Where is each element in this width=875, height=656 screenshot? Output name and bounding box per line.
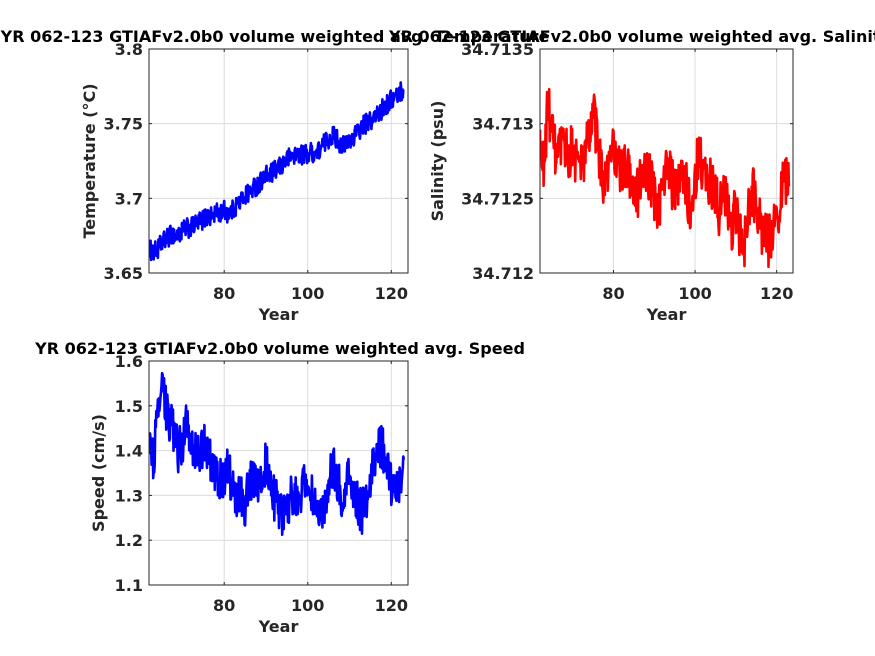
chart-panel-3: 80 100 120 1.1 1.2 1.3 1.4 1.5 1.6 Year Speed (cm/… (34, 339, 525, 636)
y-axis-label: Temperature (°C) (80, 83, 99, 238)
chart-title: YR 062-123 GTIAFv2.0b0 volume weighted a… (0, 27, 550, 46)
axes-box (148, 360, 409, 586)
series-line (149, 81, 405, 262)
y-tick-label: 1.2 (115, 531, 143, 550)
y-axis-label: Salinity (psu) (428, 101, 447, 222)
x-tick-label: 120 (760, 284, 793, 303)
y-tick-label: 34.7125 (461, 189, 534, 208)
y-tick-label: 1.1 (115, 576, 143, 595)
x-tick-label: 80 (213, 284, 235, 303)
chart-title: YR 062-123 GTIAFv2.0b0 volume weighted a… (34, 339, 525, 358)
chart-title: YR 062-123 GTIAFv2.0b0 volume weighted a… (388, 27, 875, 46)
y-tick-label: 3.65 (104, 264, 143, 283)
chart-panel-2: 80 100 120 34.712 34.7125 34.713 34.7135 Year Sa… (388, 27, 875, 324)
series-line (149, 371, 406, 536)
x-tick-label: 100 (291, 284, 324, 303)
x-tick-label: 80 (602, 284, 624, 303)
plot-area (149, 361, 408, 585)
y-tick-label: 1.6 (115, 352, 143, 371)
y-tick-label: 1.3 (115, 486, 143, 505)
y-tick-label: 3.8 (115, 40, 143, 59)
x-tick-label: 100 (291, 596, 324, 615)
chart-panel-1: 80 100 120 3.65 3.7 3.75 3.8 Year Temperature (°… (0, 27, 550, 324)
x-axis-label: Year (646, 305, 687, 324)
y-tick-label: 34.712 (472, 264, 534, 283)
y-tick-label: 3.75 (104, 115, 143, 134)
axes-box (148, 48, 409, 274)
axes-box (539, 48, 794, 274)
x-axis-label: Year (258, 617, 299, 636)
x-tick-label: 120 (375, 596, 408, 615)
y-axis-label: Speed (cm/s) (89, 414, 108, 532)
x-axis-label: Year (258, 305, 299, 324)
y-tick-label: 3.7 (115, 189, 143, 208)
x-tick-label: 80 (213, 596, 235, 615)
series-line (540, 87, 791, 268)
x-tick-label: 120 (375, 284, 408, 303)
y-tick-label: 1.4 (115, 442, 143, 461)
y-tick-label: 34.7135 (461, 40, 534, 59)
x-tick-label: 100 (678, 284, 711, 303)
y-tick-label: 34.713 (472, 115, 534, 134)
y-tick-label: 1.5 (115, 397, 143, 416)
